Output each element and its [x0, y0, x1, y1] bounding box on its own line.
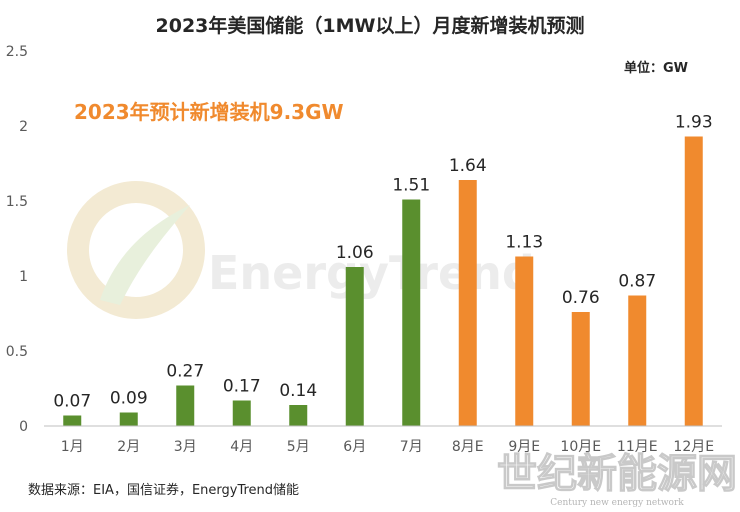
source-note: 数据来源：EIA，国信证券，EnergyTrend储能 [28, 482, 299, 498]
data-label: 1.13 [505, 233, 543, 253]
bar [402, 199, 421, 426]
x-tick-label: 11月E [617, 439, 658, 455]
bar [289, 405, 308, 426]
x-tick-label: 8月E [452, 439, 484, 455]
data-label: 1.06 [336, 243, 374, 263]
bar [119, 412, 138, 426]
y-axis: 0 0.5 1 1.5 2 2.5 [6, 44, 28, 435]
energytrend-logo-icon [67, 181, 205, 319]
x-tick-label: 10月E [560, 439, 601, 455]
data-label: 1.93 [675, 113, 713, 133]
energytrend-watermark: EnergyTrend [67, 181, 535, 319]
bar [63, 415, 82, 426]
y-tick-label: 2.5 [6, 44, 28, 60]
x-axis: 1月 2月 3月 4月 5月 6月 7月 8月E 9月E 10月E 11月E 12月E [61, 439, 714, 455]
bar [176, 385, 195, 426]
bar [515, 256, 534, 426]
x-tick-label: 1月 [61, 439, 84, 455]
data-label: 1.64 [449, 156, 487, 176]
bar [628, 295, 647, 426]
data-label: 0.17 [223, 377, 261, 397]
site-watermark: 世纪新能源网 Century new energy network [496, 450, 737, 508]
total-annotation: 2023年预计新增装机9.3GW [74, 100, 344, 124]
data-label: 0.09 [110, 389, 148, 409]
energytrend-watermark-text: EnergyTrend [208, 246, 535, 300]
x-tick-label: 6月 [343, 439, 366, 455]
x-tick-label: 9月E [508, 439, 540, 455]
x-tick-label: 3月 [174, 439, 197, 455]
bar-series: 0.07 0.09 0.27 0.17 0.14 1.06 1.51 1.64 1.13 0.76… [53, 113, 713, 426]
bar [458, 180, 477, 426]
y-tick-label: 1 [19, 269, 28, 285]
y-tick-label: 1.5 [6, 194, 28, 210]
site-watermark-text: 世纪新能源网 [497, 451, 737, 497]
chart-title: 2023年美国储能（1MW以上）月度新增装机预测 [156, 14, 585, 37]
x-tick-label: 5月 [287, 439, 310, 455]
data-label: 1.51 [392, 176, 430, 196]
bar [571, 312, 590, 426]
x-tick-label: 4月 [230, 439, 253, 455]
y-tick-label: 0.5 [6, 344, 28, 360]
bar [684, 136, 703, 426]
data-label: 0.87 [618, 272, 656, 292]
x-tick-label: 2月 [117, 439, 140, 455]
data-label: 0.07 [53, 392, 91, 412]
bar [232, 400, 251, 426]
bar [345, 267, 364, 426]
energytrend-leaf-icon [100, 205, 190, 305]
unit-label: 单位：GW [624, 60, 688, 76]
data-label: 0.76 [562, 288, 600, 308]
data-label: 0.14 [279, 381, 317, 401]
y-tick-label: 2 [19, 119, 28, 135]
site-watermark-subtext: Century new energy network [550, 498, 684, 508]
y-tick-label: 0 [19, 419, 28, 435]
data-label: 0.27 [166, 362, 204, 382]
x-tick-label: 7月 [400, 439, 423, 455]
x-tick-label: 12月E [673, 439, 714, 455]
